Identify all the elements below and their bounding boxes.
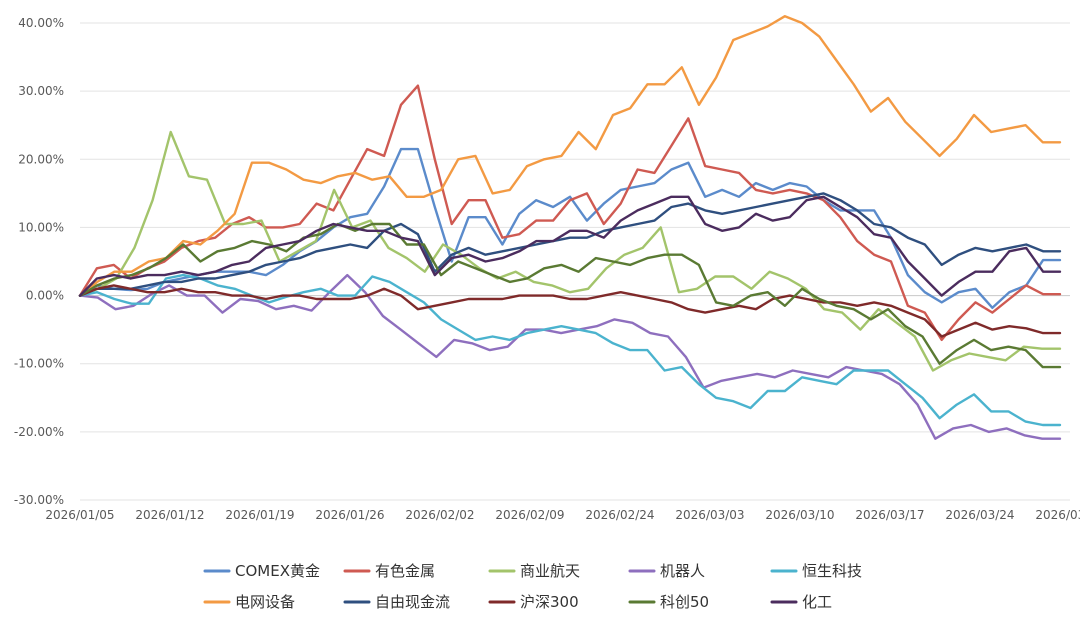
y-tick-label: 20.00% bbox=[18, 152, 64, 166]
legend-item: 恒生科技 bbox=[770, 562, 862, 580]
x-tick-label: 2026/03/10 bbox=[765, 508, 834, 522]
legend-label: COMEX黄金 bbox=[235, 562, 320, 580]
x-tick-label: 2026/03/17 bbox=[855, 508, 924, 522]
y-tick-label: 10.00% bbox=[18, 220, 64, 234]
legend-label: 电网设备 bbox=[235, 593, 295, 611]
x-tick-label: 2026/01/26 bbox=[315, 508, 384, 522]
series-line bbox=[78, 273, 1062, 427]
y-tick-label: -10.00% bbox=[14, 357, 64, 371]
legend-item: 自由现金流 bbox=[343, 593, 450, 611]
legend-label: 有色金属 bbox=[375, 562, 435, 580]
legend-item: 科创50 bbox=[628, 593, 709, 611]
series-line bbox=[78, 284, 1062, 338]
series-line bbox=[78, 130, 1062, 372]
legend-item: 商业航天 bbox=[488, 562, 580, 580]
y-tick-label: -30.00% bbox=[14, 493, 64, 507]
series-lines bbox=[78, 15, 1062, 440]
y-tick-label: 40.00% bbox=[18, 16, 64, 30]
series-line bbox=[78, 192, 1062, 297]
legend-label: 科创50 bbox=[660, 593, 709, 611]
x-tick-label: 2026/01/05 bbox=[45, 508, 114, 522]
series-line bbox=[78, 15, 1062, 297]
legend-item: COMEX黄金 bbox=[203, 562, 320, 580]
series-line bbox=[78, 195, 1062, 297]
series-line bbox=[78, 273, 1062, 440]
x-tick-label: 2026/03/03 bbox=[675, 508, 744, 522]
y-tick-label: 0.00% bbox=[26, 289, 64, 303]
legend-item: 有色金属 bbox=[343, 562, 435, 580]
legend-item: 沪深300 bbox=[488, 593, 579, 611]
x-tick-label: 2026/01/19 bbox=[225, 508, 294, 522]
y-tick-label: -20.00% bbox=[14, 425, 64, 439]
gridlines bbox=[80, 22, 1070, 501]
legend-item: 电网设备 bbox=[203, 593, 295, 611]
legend-label: 沪深300 bbox=[520, 593, 579, 611]
x-tick-label: 2026/03/24 bbox=[945, 508, 1014, 522]
legend-label: 恒生科技 bbox=[802, 562, 862, 580]
x-tick-label: 2026/01/12 bbox=[135, 508, 204, 522]
series-line bbox=[78, 84, 1062, 342]
series-line bbox=[78, 222, 1062, 369]
y-tick-label: 30.00% bbox=[18, 84, 64, 98]
legend-item: 机器人 bbox=[628, 562, 705, 580]
y-axis: 40.00% 30.00% 20.00% 10.00% 0.00% -10.00% -20.… bbox=[14, 16, 64, 507]
x-tick-label: 2026/02/02 bbox=[405, 508, 474, 522]
legend-label: 化工 bbox=[802, 593, 832, 611]
legend-label: 商业航天 bbox=[520, 562, 580, 580]
legend-item: 化工 bbox=[770, 593, 832, 611]
legend-label: 机器人 bbox=[660, 562, 705, 580]
legend-label: 自由现金流 bbox=[375, 593, 450, 611]
x-tick-label: 2026/03/31 bbox=[1035, 508, 1080, 522]
x-axis: 2026/01/05 2026/01/12 2026/01/19 2026/01/26… bbox=[45, 508, 1080, 522]
x-tick-label: 2026/02/09 bbox=[495, 508, 564, 522]
x-tick-label: 2026/02/24 bbox=[585, 508, 654, 522]
